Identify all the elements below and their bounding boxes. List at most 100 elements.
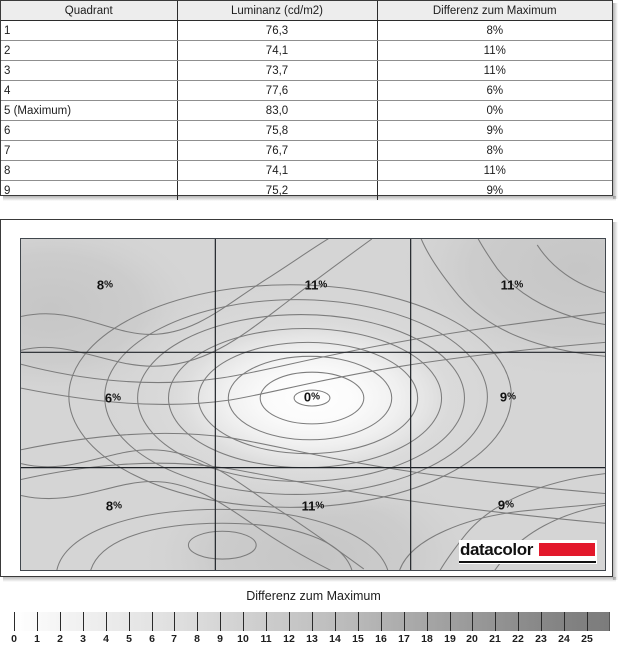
colorbar-tick-label: 1 xyxy=(34,633,40,645)
contour-line xyxy=(137,314,466,483)
colorbar-tick xyxy=(404,612,405,631)
cell-luminanz: 74,1 xyxy=(177,40,378,61)
cell-quadrant: 6 xyxy=(1,120,178,141)
colorbar-tick xyxy=(335,612,336,631)
quadrant-label-1: 8% xyxy=(96,277,114,293)
colorbar-tick-label: 11 xyxy=(260,633,272,645)
colorbar-tick-label: 0 xyxy=(11,633,17,645)
plot-shadow-bottom xyxy=(3,577,616,582)
colorbar-title: Differenz zum Maximum xyxy=(246,589,381,603)
contour-line xyxy=(439,473,605,570)
cell-luminanz: 83,0 xyxy=(177,100,378,121)
contour-line xyxy=(21,341,605,405)
contour-line xyxy=(90,522,353,570)
colorbar-tick-label: 8 xyxy=(194,633,200,645)
colorbar-tick-label: 15 xyxy=(352,633,364,645)
cell-luminanz: 74,1 xyxy=(177,160,378,181)
cell-differenz: 8% xyxy=(377,20,612,41)
cell-differenz: 8% xyxy=(377,140,612,161)
colorbar-tick xyxy=(358,612,359,631)
colorbar-tick xyxy=(83,612,84,631)
contour-lines xyxy=(21,239,605,570)
contour-svg xyxy=(21,239,605,570)
quadrant-label-7: 8% xyxy=(105,498,123,514)
datacolor-underline xyxy=(459,561,596,563)
table-row: 8 74,1 11% xyxy=(1,160,612,181)
datacolor-red-swatch xyxy=(539,543,595,556)
colorbar-tick-label: 19 xyxy=(444,633,456,645)
contour-line xyxy=(187,530,257,560)
colorbar-tick-label: 22 xyxy=(512,633,524,645)
colorbar-tick-label: 12 xyxy=(283,633,295,645)
colorbar-tick xyxy=(37,612,38,631)
colorbar-tick xyxy=(312,612,313,631)
cell-luminanz: 75,8 xyxy=(177,120,378,141)
cell-luminanz: 73,7 xyxy=(177,60,378,81)
contour-line xyxy=(227,355,393,441)
contour-line xyxy=(104,299,488,495)
cell-luminanz: 76,7 xyxy=(177,140,378,161)
colorbar-tick xyxy=(266,612,267,631)
colorbar-tick xyxy=(129,612,130,631)
colorbar-tick-label: 9 xyxy=(217,633,223,645)
contour-line xyxy=(21,312,605,384)
cell-quadrant: 7 xyxy=(1,140,178,161)
colorbar-tick-label: 18 xyxy=(421,633,433,645)
cell-differenz: 11% xyxy=(377,60,612,81)
colorbar-tick-label: 24 xyxy=(558,633,570,645)
colorbar-tick xyxy=(564,612,565,631)
colorbar-tick xyxy=(381,612,382,631)
quadrant-label-5: 0% xyxy=(303,389,321,405)
table-row: 6 75,8 9% xyxy=(1,120,612,141)
colorbar-tick-label: 13 xyxy=(306,633,318,645)
cell-differenz: 11% xyxy=(377,160,612,181)
colorbar-tick xyxy=(587,612,588,631)
colorbar-tick xyxy=(152,612,153,631)
luminance-table: Quadrant Luminanz (cd/m2) Differenz zum … xyxy=(1,1,612,200)
quadrant-label-9: 9% xyxy=(497,497,515,513)
column-header-luminanz: Luminanz (cd/m2) xyxy=(177,1,378,21)
cell-quadrant: 9 xyxy=(1,180,178,200)
colorbar-tick xyxy=(60,612,61,631)
colorbar-tick-label: 20 xyxy=(466,633,478,645)
quadrant-label-2: 11% xyxy=(304,277,328,293)
luminance-table-panel: Quadrant Luminanz (cd/m2) Differenz zum … xyxy=(0,0,613,200)
quadrant-label-3: 11% xyxy=(500,277,524,293)
plot-shadow-right xyxy=(613,222,618,580)
contour-plot xyxy=(20,238,606,571)
contour-line xyxy=(21,432,605,494)
cell-luminanz: 75,2 xyxy=(177,180,378,200)
colorbar-tick xyxy=(289,612,290,631)
datacolor-logo: datacolor xyxy=(459,540,597,564)
cell-quadrant: 1 xyxy=(1,20,178,41)
cell-quadrant: 3 xyxy=(1,60,178,81)
colorbar-tick xyxy=(472,612,473,631)
contour-line xyxy=(21,239,373,367)
table-row: 2 74,1 11% xyxy=(1,40,612,61)
quadrant-grid xyxy=(21,239,605,570)
colorbar-tick-label: 25 xyxy=(581,633,593,645)
table-row: 4 77,6 6% xyxy=(1,80,612,101)
quadrant-label-8: 11% xyxy=(301,498,325,514)
contour-line xyxy=(21,481,332,570)
datacolor-wordmark: datacolor xyxy=(460,540,533,559)
cell-differenz: 6% xyxy=(377,80,612,101)
table-row: 3 73,7 11% xyxy=(1,60,612,81)
colorbar-tick xyxy=(541,612,542,631)
colorbar-tick xyxy=(14,612,15,631)
colorbar-tick-label: 2 xyxy=(57,633,63,645)
contour-line xyxy=(399,502,605,570)
contour-line xyxy=(420,239,605,357)
colorbar-tick-label: 6 xyxy=(149,633,155,645)
quadrant-label-4: 6% xyxy=(104,390,122,406)
colorbar-tick-label: 5 xyxy=(126,633,132,645)
contour-line xyxy=(536,244,605,294)
cell-quadrant: 4 xyxy=(1,80,178,101)
colorbar-tick-label: 21 xyxy=(489,633,501,645)
colorbar-tick-label: 23 xyxy=(535,633,547,645)
colorbar-tick xyxy=(220,612,221,631)
colorbar-tick xyxy=(106,612,107,631)
colorbar-tick xyxy=(243,612,244,631)
table-shadow-right xyxy=(613,3,618,199)
colorbar-tick xyxy=(495,612,496,631)
